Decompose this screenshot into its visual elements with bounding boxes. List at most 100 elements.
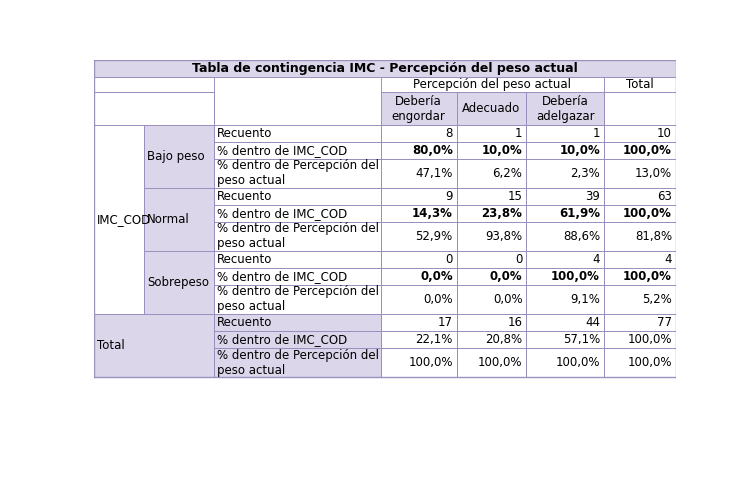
Text: 10: 10: [657, 126, 672, 140]
Bar: [214, 251, 381, 268]
Text: Recuento: Recuento: [217, 126, 273, 140]
Bar: [604, 124, 676, 142]
Text: Total: Total: [626, 78, 653, 91]
Bar: [381, 205, 457, 222]
Bar: [526, 205, 604, 222]
Text: 93,8%: 93,8%: [485, 230, 523, 243]
Text: 20,8%: 20,8%: [485, 333, 523, 346]
Text: Tabla de contingencia IMC - Percepción del peso actual: Tabla de contingencia IMC - Percepción d…: [192, 62, 578, 75]
Bar: [457, 158, 526, 188]
Bar: [526, 268, 604, 285]
Bar: [94, 314, 214, 377]
Text: 80,0%: 80,0%: [412, 144, 453, 156]
Bar: [214, 268, 381, 285]
Text: 6,2%: 6,2%: [493, 166, 523, 179]
Text: 8: 8: [445, 126, 453, 140]
Text: % dentro de Percepción del
peso actual: % dentro de Percepción del peso actual: [217, 222, 379, 250]
Bar: [604, 268, 676, 285]
Bar: [604, 348, 676, 377]
Text: 14,3%: 14,3%: [412, 206, 453, 220]
Bar: [604, 77, 676, 92]
Text: 57,1%: 57,1%: [562, 333, 600, 346]
Text: Debería
adelgazar: Debería adelgazar: [535, 94, 594, 122]
Text: 88,6%: 88,6%: [562, 230, 600, 243]
Text: % dentro de Percepción del
peso actual: % dentro de Percepción del peso actual: [217, 159, 379, 187]
Bar: [604, 205, 676, 222]
Text: 1: 1: [593, 126, 600, 140]
Bar: [94, 60, 676, 77]
Text: Total: Total: [97, 339, 125, 352]
Text: 100,0%: 100,0%: [556, 356, 600, 369]
Bar: [457, 285, 526, 314]
Bar: [457, 222, 526, 251]
Bar: [381, 285, 457, 314]
Bar: [381, 77, 604, 92]
Bar: [604, 188, 676, 205]
Bar: [457, 124, 526, 142]
Text: Sobrepeso: Sobrepeso: [147, 276, 210, 289]
Bar: [381, 158, 457, 188]
Text: Debería
engordar: Debería engordar: [392, 94, 445, 122]
Text: 100,0%: 100,0%: [623, 206, 672, 220]
Bar: [526, 158, 604, 188]
Bar: [457, 188, 526, 205]
Bar: [94, 124, 144, 314]
Bar: [604, 142, 676, 158]
Text: % dentro de IMC_COD: % dentro de IMC_COD: [217, 206, 348, 220]
Bar: [144, 188, 214, 251]
Bar: [604, 331, 676, 348]
Text: 1: 1: [515, 126, 523, 140]
Bar: [214, 331, 381, 348]
Bar: [526, 251, 604, 268]
Text: 0,0%: 0,0%: [493, 293, 523, 306]
Bar: [381, 251, 457, 268]
Text: 61,9%: 61,9%: [559, 206, 600, 220]
Text: 2,3%: 2,3%: [570, 166, 600, 179]
Bar: [214, 314, 381, 331]
Bar: [381, 188, 457, 205]
Bar: [381, 268, 457, 285]
Bar: [604, 314, 676, 331]
Text: 15: 15: [508, 190, 523, 203]
Text: 4: 4: [593, 253, 600, 266]
Bar: [144, 124, 214, 188]
Bar: [457, 142, 526, 158]
Text: Bajo peso: Bajo peso: [147, 150, 205, 163]
Text: 22,1%: 22,1%: [415, 333, 453, 346]
Text: 44: 44: [585, 316, 600, 329]
Text: 100,0%: 100,0%: [623, 270, 672, 283]
Text: 23,8%: 23,8%: [481, 206, 523, 220]
Text: 10,0%: 10,0%: [559, 144, 600, 156]
Text: 13,0%: 13,0%: [635, 166, 672, 179]
Bar: [526, 222, 604, 251]
Bar: [214, 222, 381, 251]
Bar: [381, 222, 457, 251]
Bar: [526, 331, 604, 348]
Bar: [526, 314, 604, 331]
Text: Percepción del peso actual: Percepción del peso actual: [413, 78, 572, 91]
Text: 100,0%: 100,0%: [551, 270, 600, 283]
Text: 0,0%: 0,0%: [490, 270, 523, 283]
Bar: [526, 348, 604, 377]
Text: 39: 39: [585, 190, 600, 203]
Bar: [604, 285, 676, 314]
Text: 63: 63: [657, 190, 672, 203]
Bar: [457, 251, 526, 268]
Bar: [457, 331, 526, 348]
Text: 100,0%: 100,0%: [623, 144, 672, 156]
Text: 9,1%: 9,1%: [570, 293, 600, 306]
Text: Recuento: Recuento: [217, 190, 273, 203]
Bar: [214, 205, 381, 222]
Bar: [604, 222, 676, 251]
Bar: [214, 348, 381, 377]
Text: 0: 0: [445, 253, 453, 266]
Bar: [381, 142, 457, 158]
Bar: [214, 142, 381, 158]
Bar: [526, 142, 604, 158]
Text: 0: 0: [515, 253, 523, 266]
Bar: [94, 77, 214, 92]
Bar: [214, 285, 381, 314]
Bar: [457, 348, 526, 377]
Text: % dentro de Percepción del
peso actual: % dentro de Percepción del peso actual: [217, 286, 379, 314]
Text: % dentro de IMC_COD: % dentro de IMC_COD: [217, 144, 348, 156]
